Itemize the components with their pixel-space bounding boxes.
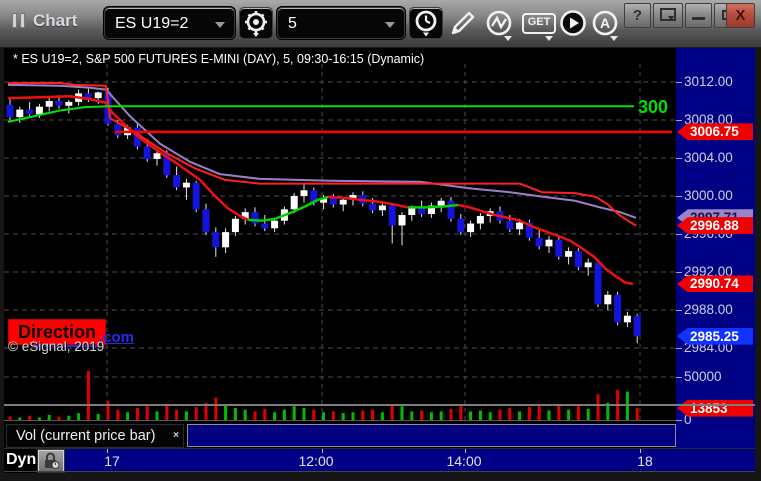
time-label: 18 (637, 453, 653, 469)
draw-tool-button[interactable] (447, 9, 477, 39)
window-titlebar: Chart ES U19=2 5 (0, 0, 761, 48)
time-label: 17 (104, 453, 120, 469)
svg-text:A: A (600, 15, 610, 31)
time-label: 12:00 (298, 453, 334, 469)
tab-strip (187, 424, 676, 447)
price-axis[interactable]: 3012.003008.003004.003000.002996.002992.… (676, 48, 755, 448)
green-level-label: 300 (638, 97, 668, 117)
interval-dropdown[interactable]: 5 (277, 7, 405, 39)
chevron-down-icon (215, 22, 225, 28)
chevron-down-icon (545, 36, 553, 41)
time-lock-button[interactable] (37, 449, 65, 473)
symbol-value: ES U19=2 (115, 15, 189, 32)
dyn-label: Dyn (6, 451, 37, 468)
price-tick-dash (676, 158, 682, 159)
candlestick-chart: 300 (4, 64, 676, 421)
close-button[interactable]: X (726, 3, 755, 28)
help-button[interactable]: ? (624, 3, 651, 28)
play-button[interactable] (558, 9, 588, 39)
chevron-down-icon (610, 36, 618, 41)
settings-button[interactable] (239, 7, 273, 39)
volume-tick-label: 0 (684, 412, 692, 427)
pane-separator[interactable] (4, 404, 755, 406)
gear-icon (245, 11, 267, 37)
popout-icon (660, 8, 676, 21)
dyn-background: Dyn (4, 449, 37, 473)
price-marker-2990.74: 2990.74 (677, 275, 753, 293)
lock-icon (45, 452, 60, 469)
price-tick-label: 3004.00 (684, 150, 733, 165)
annotation-button[interactable]: A (590, 9, 620, 41)
price-tick-label: 3008.00 (684, 112, 733, 127)
price-tick-label: 3012.00 (684, 74, 733, 89)
price-tick-dash (676, 234, 682, 235)
clock-icon (415, 10, 437, 37)
price-tick-label: 3000.00 (684, 188, 733, 203)
get-data-button[interactable]: GET (521, 9, 556, 41)
watermark-underline (34, 345, 100, 347)
minimize-icon (692, 17, 705, 20)
time-axis[interactable]: Dyn 17 12:00 14:00 18 (4, 448, 755, 473)
volume-tab[interactable]: Vol (current price bar) × (6, 424, 184, 448)
window-title: Chart (33, 11, 78, 30)
time-tick (465, 449, 466, 453)
symbol-dropdown[interactable]: ES U19=2 (104, 7, 235, 39)
price-tick-dash (676, 348, 682, 349)
time-tick (640, 449, 641, 453)
chevron-down-icon (504, 36, 512, 41)
price-tick-label: 2988.00 (684, 302, 733, 317)
chart-header: * ES U19=2, S&P 500 FUTURES E-MINI (DAY)… (13, 52, 425, 66)
popout-button[interactable] (653, 3, 683, 28)
volume-tick-label: 50000 (684, 369, 722, 384)
chart-icon (12, 13, 28, 28)
interval-value: 5 (288, 15, 297, 32)
a-icon: A (592, 10, 618, 36)
watermark-link[interactable]: .com (99, 329, 135, 346)
help-label: ? (632, 7, 643, 24)
volume-marker: 13853 (677, 399, 753, 417)
pane-tab-row: Vol (current price bar) × (4, 424, 676, 448)
price-marker-2996.88: 2996.88 (677, 217, 753, 235)
price-tick-dash (676, 82, 682, 83)
direction-annotation: Direction (8, 319, 107, 345)
price-tick-dash (676, 310, 682, 311)
close-tab-icon[interactable]: × (173, 430, 179, 441)
price-tick-dash (676, 196, 682, 197)
price-marker-2985.25: 2985.25 (677, 327, 753, 345)
zigzag-icon (486, 10, 512, 36)
price-tick-label: 2992.00 (684, 264, 733, 279)
volume-tick-dash (676, 377, 682, 378)
minimize-button[interactable] (685, 3, 712, 28)
time-tick (107, 449, 108, 453)
play-icon (560, 10, 586, 36)
price-marker-3006.75: 3006.75 (677, 123, 753, 141)
zigzag-tool-button[interactable] (484, 9, 514, 41)
volume-tab-label: Vol (current price bar) (16, 428, 156, 444)
price-tick-dash (676, 120, 682, 121)
chevron-down-icon (385, 22, 395, 28)
time-template-button[interactable] (409, 7, 443, 39)
price-tick-dash (676, 272, 682, 273)
close-icon: X (735, 7, 746, 24)
get-icon: GET (522, 13, 556, 34)
bottom-divider (4, 471, 755, 472)
copyright-text: © eSignal, 2019 (8, 339, 105, 354)
time-label: 14:00 (446, 453, 482, 469)
time-tick (322, 449, 323, 453)
pencil-icon (451, 11, 475, 35)
volume-tick-dash (676, 420, 682, 421)
chart-plot-area[interactable]: 300 * ES U19=2, S&P 500 FUTURES E-MINI (… (4, 48, 676, 424)
